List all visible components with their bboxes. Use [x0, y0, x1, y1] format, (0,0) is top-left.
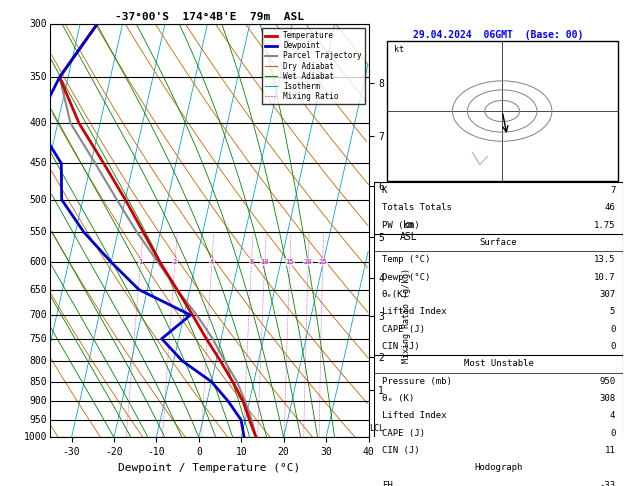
Text: Most Unstable: Most Unstable — [464, 359, 533, 368]
Text: 4: 4 — [610, 412, 615, 420]
Text: 0: 0 — [610, 325, 615, 334]
Text: 8: 8 — [249, 259, 253, 265]
Text: 600: 600 — [30, 257, 47, 267]
Text: 13.5: 13.5 — [594, 255, 615, 264]
Text: LCL: LCL — [369, 424, 384, 433]
Text: 750: 750 — [30, 334, 47, 344]
Text: CAPE (J): CAPE (J) — [382, 325, 425, 334]
Text: 900: 900 — [30, 396, 47, 406]
Text: 10: 10 — [260, 259, 269, 265]
Title: -37°00'S  174°4B'E  79m  ASL: -37°00'S 174°4B'E 79m ASL — [115, 12, 304, 22]
Text: Surface: Surface — [480, 238, 517, 247]
X-axis label: Dewpoint / Temperature (°C): Dewpoint / Temperature (°C) — [118, 463, 301, 473]
Text: 450: 450 — [30, 158, 47, 169]
Text: 350: 350 — [30, 72, 47, 82]
Text: CIN (J): CIN (J) — [382, 342, 420, 351]
Text: kt: kt — [394, 45, 404, 54]
Bar — [374, 478, 382, 486]
Text: 1000: 1000 — [24, 433, 47, 442]
Text: CAPE (J): CAPE (J) — [382, 429, 425, 438]
Text: Lifted Index: Lifted Index — [382, 412, 446, 420]
Text: Mixing Ratio (g/kg): Mixing Ratio (g/kg) — [402, 267, 411, 363]
Text: 2: 2 — [173, 259, 177, 265]
Text: K: K — [382, 186, 387, 195]
Text: 15: 15 — [286, 259, 294, 265]
Text: 5: 5 — [610, 307, 615, 316]
Text: 11: 11 — [604, 446, 615, 455]
Text: θₑ (K): θₑ (K) — [382, 394, 414, 403]
Legend: Temperature, Dewpoint, Parcel Trajectory, Dry Adiabat, Wet Adiabat, Isotherm, Mi: Temperature, Dewpoint, Parcel Trajectory… — [262, 28, 365, 104]
Text: 1: 1 — [138, 259, 143, 265]
Text: 308: 308 — [599, 394, 615, 403]
Text: 7: 7 — [610, 186, 615, 195]
Text: CIN (J): CIN (J) — [382, 446, 420, 455]
Text: θₑ(K): θₑ(K) — [382, 290, 408, 299]
Text: 20: 20 — [304, 259, 313, 265]
Text: 700: 700 — [30, 310, 47, 320]
Text: 500: 500 — [30, 194, 47, 205]
Text: 950: 950 — [30, 415, 47, 425]
Text: Totals Totals: Totals Totals — [382, 203, 452, 212]
Text: 307: 307 — [599, 290, 615, 299]
Text: 4: 4 — [209, 259, 214, 265]
Text: 0: 0 — [610, 342, 615, 351]
Text: 46: 46 — [604, 203, 615, 212]
Text: Pressure (mb): Pressure (mb) — [382, 377, 452, 386]
Text: Hodograph: Hodograph — [474, 464, 523, 472]
Text: 1.75: 1.75 — [594, 221, 615, 229]
Text: Lifted Index: Lifted Index — [382, 307, 446, 316]
Text: Dewp (°C): Dewp (°C) — [382, 273, 430, 281]
Text: -33: -33 — [599, 481, 615, 486]
Text: 300: 300 — [30, 19, 47, 29]
Text: 29.04.2024  06GMT  (Base: 00): 29.04.2024 06GMT (Base: 00) — [413, 31, 584, 40]
Text: 950: 950 — [599, 377, 615, 386]
Text: 550: 550 — [30, 227, 47, 237]
Y-axis label: km
ASL: km ASL — [400, 220, 418, 242]
Text: 10.7: 10.7 — [594, 273, 615, 281]
Text: 800: 800 — [30, 356, 47, 366]
Text: Temp (°C): Temp (°C) — [382, 255, 430, 264]
Bar — [387, 41, 618, 181]
Text: 0: 0 — [610, 429, 615, 438]
Text: PW (cm): PW (cm) — [382, 221, 420, 229]
Text: EH: EH — [382, 481, 392, 486]
Text: 400: 400 — [30, 118, 47, 128]
Text: 25: 25 — [318, 259, 327, 265]
Text: 650: 650 — [30, 285, 47, 295]
Text: 850: 850 — [30, 377, 47, 387]
